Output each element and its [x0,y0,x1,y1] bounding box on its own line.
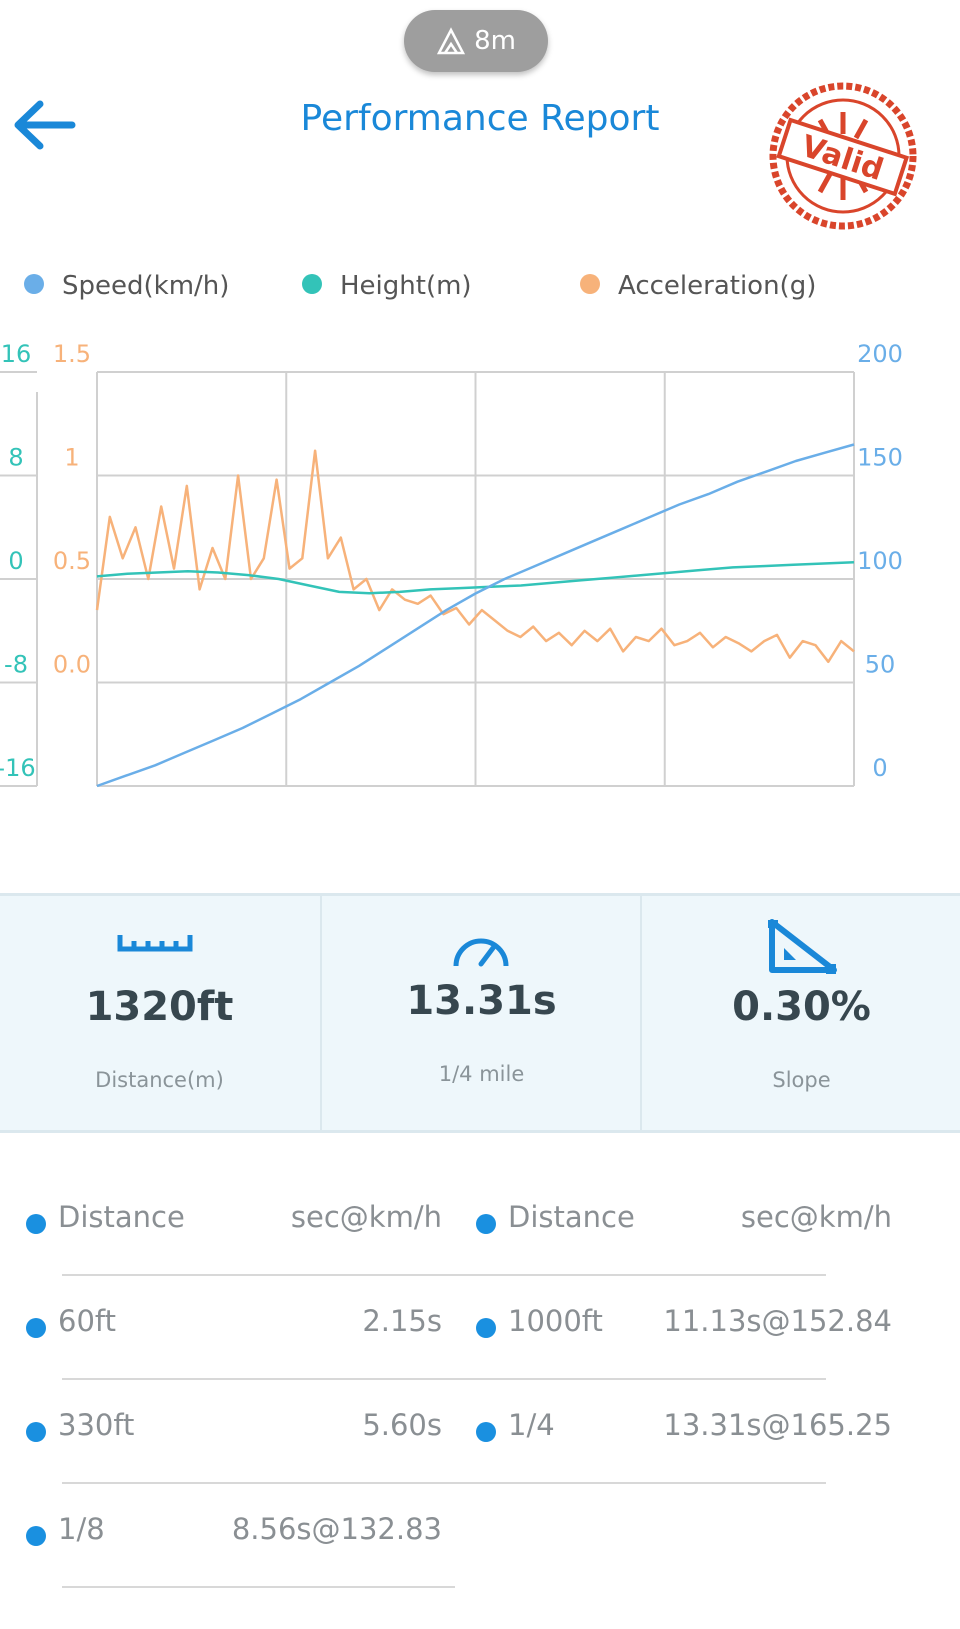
y-tick-label: 0 [8,547,23,575]
y-tick-label: 16 [1,340,32,368]
back-button[interactable] [10,98,80,152]
stat-label: Slope [772,1068,831,1092]
series-line [96,560,855,595]
stat-card: 1320ft Distance(m) [0,896,319,1130]
legend-marker [580,274,600,294]
y2-tick-label: 100 [857,547,903,575]
split-value: sec@km/h [740,1200,892,1234]
row-divider [62,1586,455,1588]
split-name: 330ft [58,1408,135,1442]
legend-marker [24,274,44,294]
stat-card: 0.30% Slope [640,896,960,1130]
stats-panel: 1320ft Distance(m) 13.31s 1/4 mile 0.30%… [0,893,960,1133]
bullet [26,1422,46,1442]
bullet [26,1526,46,1546]
split-name: Distance [508,1200,635,1234]
row-divider [62,1274,826,1276]
row-divider [62,1482,826,1484]
split-value: sec@km/h [290,1200,442,1234]
y2-tick-label: 150 [857,444,903,472]
stat-label: Distance(m) [95,1068,224,1092]
splits-table: Distance sec@km/h 60ft 2.15s 330ft 5.60s 1/8 8.… [0,1140,960,1629]
split-name: 1000ft [508,1304,603,1338]
status-pill: 8m [404,10,548,72]
y3-tick-label: 0.5 [53,547,91,575]
y2-tick-label: 50 [865,651,896,679]
bullet [476,1214,496,1234]
y2-tick-label: 200 [857,340,903,368]
y3-tick-label: 1 [64,444,79,472]
split-value: 8.56s@132.83 [231,1512,442,1546]
gauge-icon [453,938,509,967]
chart: Speed(km/h) Height(m) Acceleration(g)20015… [0,271,903,788]
y-tick-label: 8 [8,444,23,472]
split-value: 5.60s [362,1408,442,1442]
y3-tick-label: 0.0 [53,651,91,679]
y2-tick-label: 0 [872,754,887,782]
split-name: 1/8 [58,1512,105,1546]
split-value: 2.15s [362,1304,442,1338]
stat-value: 1320ft [85,984,234,1030]
page-title: Performance Report [300,98,660,139]
legend-label: Height(m) [340,271,472,301]
split-name: Distance [58,1200,185,1234]
series-line [96,443,855,788]
legend-label: Acceleration(g) [618,271,816,301]
split-value: 13.31s@165.25 [663,1408,892,1442]
stat-value: 13.31s [406,978,557,1024]
y3-tick-label: 1.5 [53,340,91,368]
status-text: 8m [474,26,516,56]
bullet [476,1422,496,1442]
ruler-icon [117,935,193,952]
bullet [26,1318,46,1338]
split-value: 11.13s@152.84 [663,1304,892,1338]
bullet [476,1318,496,1338]
bullet [26,1214,46,1234]
y-tick-label: -8 [4,651,28,679]
row-divider [62,1378,826,1380]
split-name: 60ft [58,1304,116,1338]
valid-stamp: Valid [769,82,917,230]
legend-marker [302,274,322,294]
y-tick-label: -16 [0,754,36,782]
slope-icon [768,919,837,974]
mountain-icon [437,27,466,55]
stat-value: 0.30% [732,984,871,1030]
stat-label: 1/4 mile [438,1062,525,1086]
split-name: 1/4 [508,1408,555,1442]
legend-label: Speed(km/h) [62,271,229,301]
stat-card: 13.31s 1/4 mile [320,896,641,1130]
